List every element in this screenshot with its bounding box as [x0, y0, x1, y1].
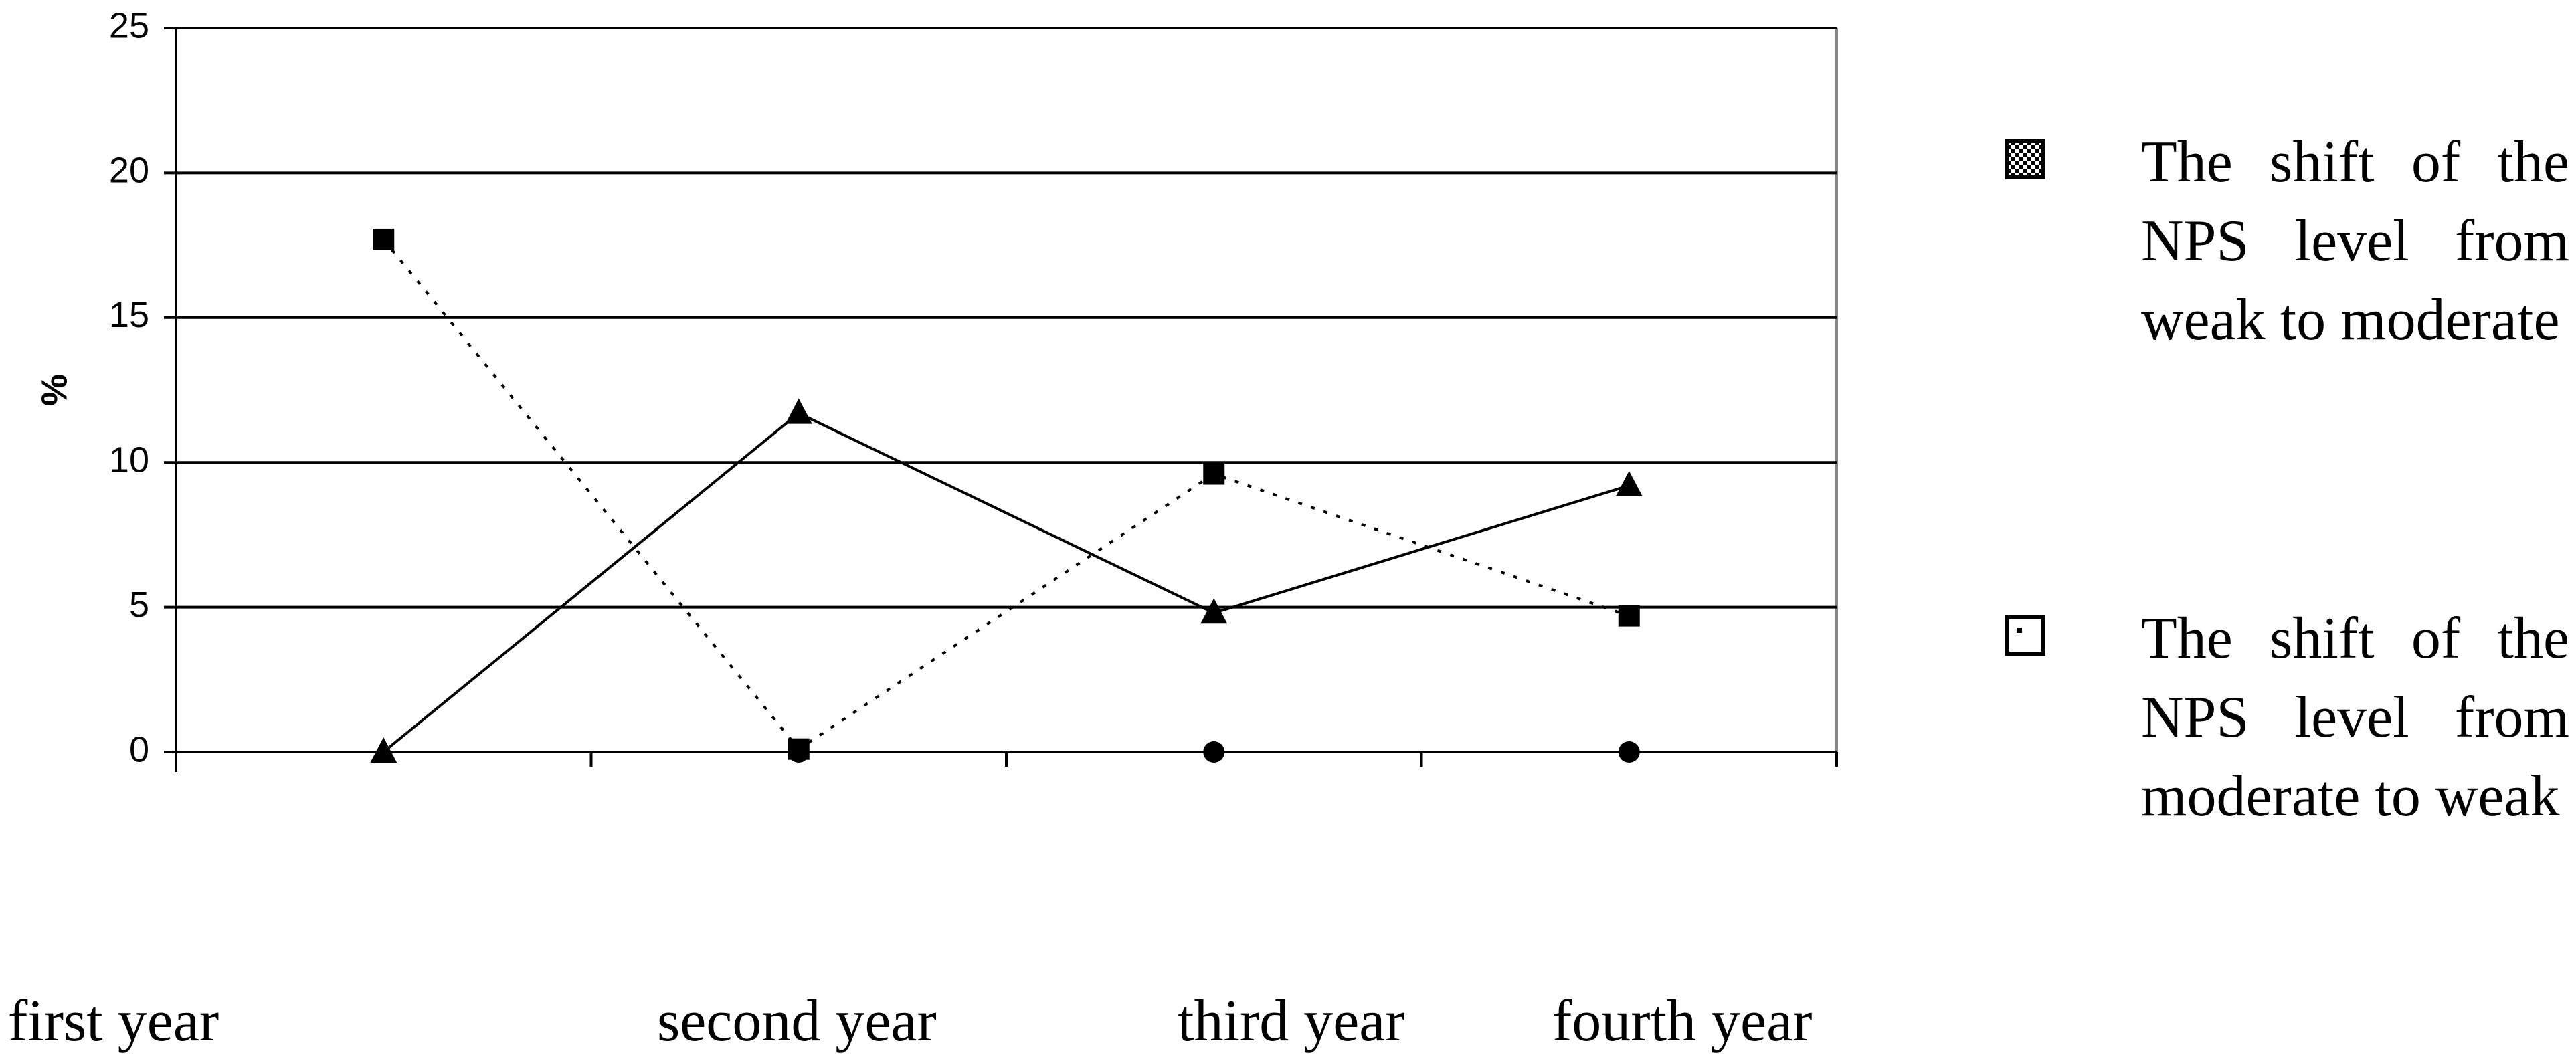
marker: [788, 741, 810, 763]
legend-label: The shift of the NPS level from moderate…: [2141, 606, 2569, 829]
y-tick-label: 15: [109, 295, 149, 335]
x-tick-label: third year: [1178, 989, 1405, 1054]
marker: [1200, 598, 1228, 624]
x-tick-label: first year: [8, 989, 219, 1054]
legend-icon-dot: [2017, 628, 2022, 633]
marker: [1203, 741, 1225, 763]
marker: [373, 228, 395, 250]
legend-icon: [2005, 139, 2045, 179]
marker: [785, 398, 812, 424]
marker: [1615, 470, 1643, 496]
marker: [1618, 741, 1640, 763]
y-tick-label: 20: [109, 151, 149, 191]
y-tick-label: 0: [129, 729, 149, 769]
marker: [1203, 463, 1225, 485]
legend-label: The shift of the NPS level from weak to …: [2141, 130, 2569, 353]
marker: [370, 737, 397, 763]
y-tick-label: 25: [109, 5, 149, 45]
y-axis-label: %: [34, 374, 74, 406]
y-tick-label: 5: [129, 585, 149, 625]
x-tick-label: second year: [657, 989, 937, 1054]
series-line: [382, 238, 1630, 751]
marker: [1618, 605, 1640, 627]
x-tick-label: fourth year: [1552, 989, 1812, 1054]
series-line: [382, 411, 1630, 753]
y-tick-label: 10: [109, 440, 149, 480]
legend-icon: [2005, 615, 2045, 656]
